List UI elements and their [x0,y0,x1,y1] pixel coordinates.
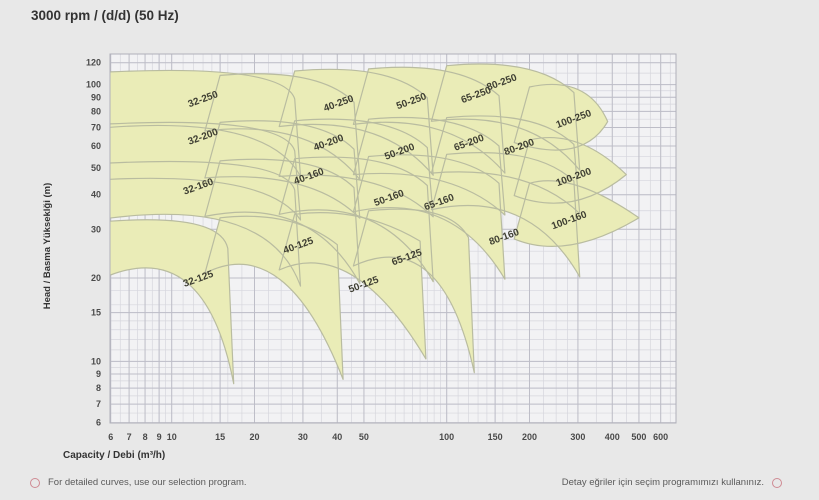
x-tick-20: 20 [249,432,259,442]
x-tick-200: 200 [522,432,537,442]
x-tick-500: 500 [631,432,646,442]
pump-region-border-100-200 [513,137,627,204]
pump-region-border-65-125 [352,208,475,374]
x-tick-300: 300 [570,432,585,442]
pump-region-border-50-160 [278,156,434,283]
y-tick-8: 8 [96,383,101,393]
x-tick-600: 600 [653,432,668,442]
x-axis-title: Capacity / Debi (m³/h) [63,450,165,461]
pump-region-border-50-250 [278,68,434,176]
x-tick-7: 7 [127,432,132,442]
y-tick-80: 80 [91,106,101,116]
y-tick-30: 30 [91,224,101,234]
x-tick-40: 40 [332,432,342,442]
pump-region-borders [110,63,640,385]
footer-note-en-text: For detailed curves, use our selection p… [48,477,247,488]
pump-region-border-65-200 [352,116,506,216]
pump-region-65-125 [353,209,475,373]
y-tick-100: 100 [86,80,101,90]
pump-region-border-100-250 [513,83,609,151]
y-tick-50: 50 [91,163,101,173]
y-tick-6: 6 [96,418,101,428]
y-tick-9: 9 [96,369,101,379]
x-tick-400: 400 [605,432,620,442]
bullet-circle-icon [772,477,782,488]
pump-region-border-65-160 [352,154,506,280]
x-tick-8: 8 [143,432,148,442]
pump-region-border-40-160 [204,158,361,285]
pump-region-border-80-250 [430,63,581,171]
pump-region-border-100-160 [513,180,640,247]
y-tick-40: 40 [91,190,101,200]
pump-region-border-40-200 [204,120,361,219]
footer-note-tr-text: Detay eğriler için seçim programımızı ku… [561,477,764,488]
bullet-circle-icon [30,477,40,488]
pump-region-border-32-125 [110,219,235,385]
x-tick-15: 15 [215,432,225,442]
x-tick-10: 10 [167,432,177,442]
pump-region-border-80-200 [430,115,581,215]
pump-region-border-32-250 [110,69,302,177]
y-tick-10: 10 [91,356,101,366]
x-tick-100: 100 [439,432,454,442]
x-tick-9: 9 [157,432,162,442]
y-tick-15: 15 [91,308,101,318]
pump-region-100-160 [514,180,639,247]
y-tick-20: 20 [91,273,101,283]
footer-note-en: For detailed curves, use our selection p… [30,477,247,488]
pump-region-border-50-125 [278,212,427,360]
x-tick-6: 6 [108,432,113,442]
pump-region-border-32-200 [110,121,302,221]
pump-region-border-65-250 [352,66,506,174]
y-tick-60: 60 [91,141,101,151]
y-tick-90: 90 [91,92,101,102]
x-tick-30: 30 [298,432,308,442]
pump-region-border-50-200 [278,118,434,218]
plot-frame [109,53,677,424]
y-tick-7: 7 [96,399,101,409]
footer-note-tr: Detay eğriler için seçim programımızı ku… [562,477,782,488]
pump-region-border-80-160 [430,152,581,278]
x-tick-50: 50 [359,432,369,442]
pump-region-border-32-160 [110,160,302,287]
y-axis-title: Head / Basma Yükseklği (m) [42,183,53,310]
pump-region-32-125 [110,219,234,384]
chart-title: 3000 rpm / (d/d) (50 Hz) [31,8,179,23]
x-tick-150: 150 [488,432,503,442]
pump-range-chart: 32-250 40-250 50-250 65-25080-250100-25032-… [42,53,677,461]
y-tick-120: 120 [86,58,101,68]
y-tick-70: 70 [91,123,101,133]
pump-region-border-40-125 [204,215,344,380]
